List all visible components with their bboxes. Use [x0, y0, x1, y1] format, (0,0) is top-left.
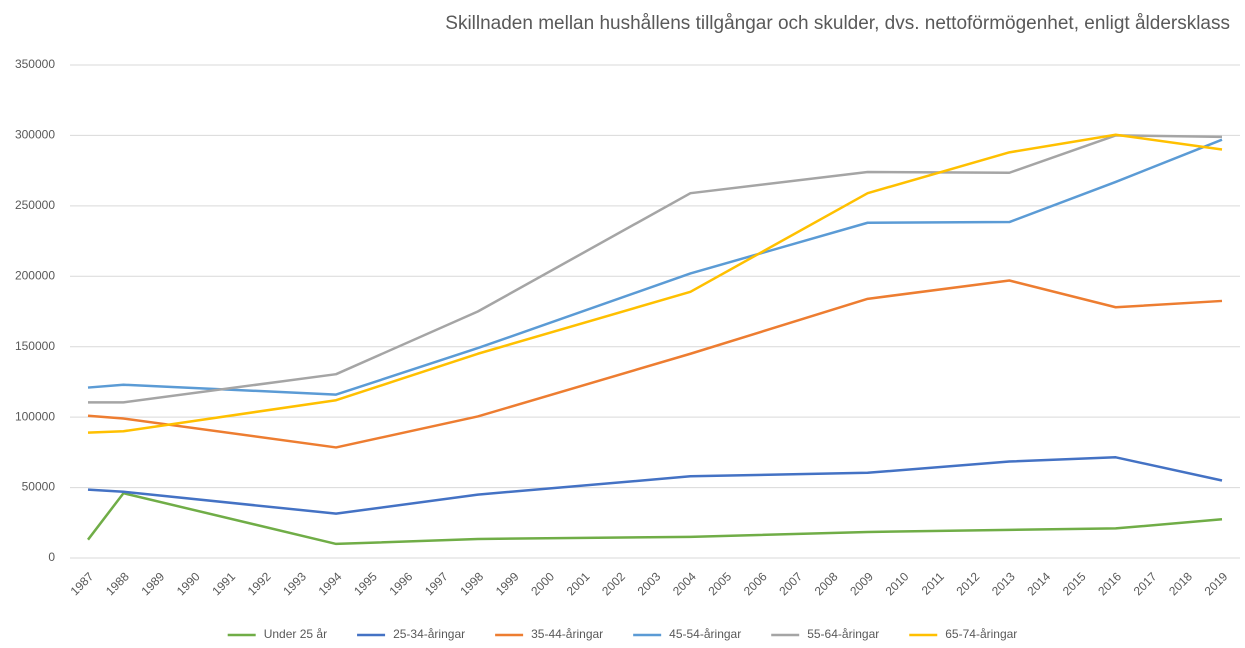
y-tick-label: 350000 [15, 57, 55, 71]
x-tick-label: 1995 [351, 569, 380, 598]
x-tick-label: 2012 [954, 569, 983, 598]
series-line [87, 133, 1223, 434]
x-tick-label: 1997 [422, 569, 451, 598]
series-line [87, 456, 1223, 515]
y-tick-label: 300000 [15, 128, 55, 142]
series-line [87, 279, 1223, 449]
legend-label: 25-34-åringar [393, 627, 465, 641]
legend-label: 35-44-åringar [531, 627, 603, 641]
x-tick-label: 2001 [564, 569, 593, 598]
y-tick-label: 150000 [15, 339, 55, 353]
x-tick-label: 2015 [1060, 569, 1089, 598]
x-tick-label: 2019 [1202, 569, 1231, 598]
x-tick-label: 2011 [919, 569, 947, 597]
series-line [88, 134, 1223, 404]
y-tick-label: 50000 [22, 480, 56, 494]
x-tick-label: 2018 [1166, 569, 1195, 598]
x-tick-label: 1989 [138, 569, 167, 598]
chart-title: Skillnaden mellan hushållens tillgångar … [445, 13, 1230, 34]
legend-label: 65-74-åringar [945, 627, 1017, 641]
x-tick-label: 2008 [812, 569, 841, 598]
x-tick-label: 2006 [741, 569, 770, 598]
x-tick-label: 2013 [989, 569, 1018, 598]
y-tick-label: 250000 [15, 198, 55, 212]
y-tick-label: 0 [48, 550, 55, 564]
x-tick-label: 1993 [280, 569, 309, 598]
x-tick-label: 2009 [847, 569, 876, 598]
legend-label: Under 25 år [264, 627, 327, 641]
x-tick-label: 2007 [776, 569, 805, 598]
x-tick-label: 2000 [528, 569, 557, 598]
x-tick-label: 1992 [245, 569, 274, 598]
legend-label: 55-64-åringar [807, 627, 879, 641]
x-tick-label: 2010 [883, 569, 912, 598]
x-tick-label: 2004 [670, 569, 699, 598]
x-tick-label: 2003 [635, 569, 664, 598]
legend: Under 25 år 25-34-åringar 35-44-åringar 45-… [227, 627, 1017, 641]
x-tick-label: 1988 [103, 569, 132, 598]
x-tick-label: 2014 [1024, 569, 1053, 598]
y-tick-label: 200000 [15, 268, 55, 282]
x-tick-label: 1999 [493, 569, 522, 598]
series-line [87, 138, 1223, 396]
series-line [87, 491, 1223, 546]
x-tick-label: 1998 [457, 569, 486, 598]
x-tick-label: 1996 [387, 569, 416, 598]
x-tick-label: 1987 [68, 569, 97, 598]
x-tick-label: 2016 [1095, 569, 1124, 598]
x-tick-label: 1991 [209, 569, 238, 598]
x-tick-label: 1994 [316, 569, 345, 598]
y-tick-label: 100000 [15, 409, 55, 423]
x-tick-label: 1990 [174, 569, 203, 598]
x-tick-label: 2002 [599, 569, 628, 598]
legend-label: 45-54-åringar [669, 627, 741, 641]
x-tick-label: 2005 [705, 569, 734, 598]
x-tick-label: 2017 [1131, 569, 1160, 598]
